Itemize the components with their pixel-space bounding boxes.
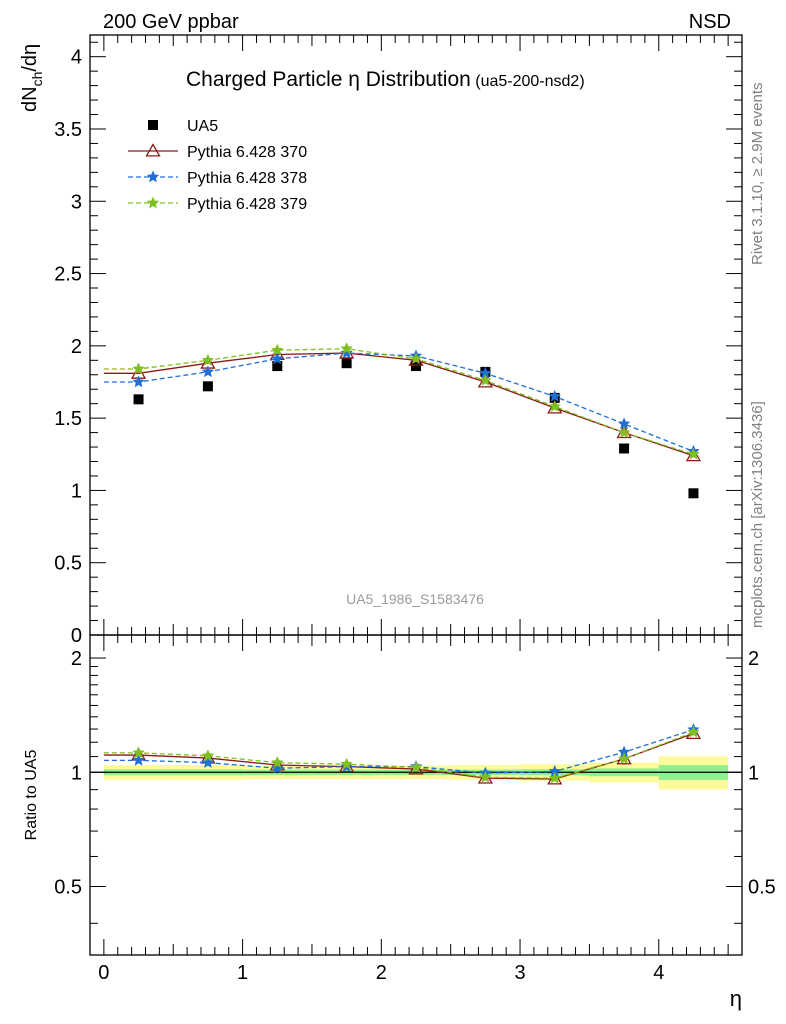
y-tick-label: 3.5 xyxy=(54,119,82,141)
y-axis-label: dNch/dη xyxy=(19,44,45,112)
legend-label: UA5 xyxy=(187,118,218,135)
data-point-pythia-6-428-379 xyxy=(687,447,700,460)
data-point-pythia-6-428-379 xyxy=(409,352,423,365)
data-point-pythia-6-428-379 xyxy=(617,425,631,438)
data-point-ua5 xyxy=(619,443,630,454)
x-tick-label: 0 xyxy=(98,962,109,984)
data-point-pythia-6-428-379 xyxy=(687,725,700,738)
data-point-ua5 xyxy=(341,358,352,369)
data-point-pythia-6-428-378 xyxy=(270,761,284,774)
y-tick-label: 2 xyxy=(71,336,82,358)
data-point-pythia-6-428-379 xyxy=(409,760,423,773)
ratio-y-tick-label: 0.5 xyxy=(54,877,82,899)
series-line-pythia-6-428-370 xyxy=(103,732,694,780)
x-tick-label: 4 xyxy=(653,962,664,984)
series-line-pythia-6-428-379 xyxy=(103,731,694,779)
series-line-pythia-6-428-370 xyxy=(103,352,694,457)
x-tick-label: 1 xyxy=(237,962,248,984)
data-point-pythia-6-428-370 xyxy=(477,374,493,388)
legend-label: Pythia 6.428 370 xyxy=(187,144,307,161)
main-plot-panel: 0 0.5 1 1.5 2 2.5 3 3.5 4 dNch/dη Charged Particle… xyxy=(19,34,743,647)
data-point-pythia-6-428-379 xyxy=(132,746,145,759)
data-point-pythia-6-428-378 xyxy=(548,389,562,402)
ratio-y-tick-label-right: 0.5 xyxy=(748,877,776,899)
y-tick-label: 2.5 xyxy=(54,264,82,286)
header-energy-label: 200 GeV ppbar xyxy=(103,11,239,33)
y-tick-label: 3 xyxy=(71,191,82,213)
data-point-pythia-6-428-379 xyxy=(201,353,215,366)
data-point-pythia-6-428-379 xyxy=(617,752,631,765)
legend: UA5 Pythia 6.428 370 Pythia 6.428 378 Pythi… xyxy=(128,118,307,213)
y-tick-label: 0.5 xyxy=(54,553,82,575)
data-point-pythia-6-428-378 xyxy=(132,753,145,766)
y-tick-label: 1.5 xyxy=(54,408,82,430)
x-axis-label: η xyxy=(730,986,742,1011)
rivet-version-label: Rivet 3.1.10, ≥ 2.9M events xyxy=(749,83,766,266)
header-process-label: NSD xyxy=(689,11,731,33)
data-point-ua5 xyxy=(688,488,699,499)
data-point-pythia-6-428-379 xyxy=(548,771,562,784)
legend-marker-ua5 xyxy=(148,120,158,130)
series-line-pythia-6-428-378 xyxy=(103,352,694,452)
data-point-pythia-6-428-379 xyxy=(270,756,284,769)
ratio-y-axis-label: Ratio to UA5 xyxy=(23,750,40,841)
data-point-pythia-6-428-378 xyxy=(270,352,284,365)
data-point-ua5 xyxy=(202,381,213,392)
data-point-pythia-6-428-379 xyxy=(479,373,492,386)
data-point-pythia-6-428-379 xyxy=(340,757,353,770)
x-tick-label: 2 xyxy=(376,962,387,984)
data-point-pythia-6-428-379 xyxy=(270,343,284,356)
y-tick-label: 4 xyxy=(71,47,82,69)
data-point-pythia-6-428-379 xyxy=(132,362,145,375)
ratio-y-tick-label-right: 2 xyxy=(748,648,759,670)
data-point-pythia-6-428-378 xyxy=(340,346,353,359)
data-point-pythia-6-428-378 xyxy=(201,756,215,769)
data-point-pythia-6-428-378 xyxy=(132,375,145,388)
chart-title: Charged Particle η Distribution (ua5-200… xyxy=(186,68,585,91)
y-tick-label: 0 xyxy=(71,625,82,647)
x-tick-label: 3 xyxy=(514,962,525,984)
watermark-label: UA5_1986_S1583476 xyxy=(346,591,484,607)
legend-marker-pythia-6-428-378 xyxy=(146,170,160,183)
legend-marker-pythia-6-428-379 xyxy=(146,196,160,209)
legend-label: Pythia 6.428 379 xyxy=(187,196,307,213)
ratio-y-tick-label-right: 1 xyxy=(748,762,759,784)
data-point-ua5 xyxy=(411,361,421,372)
data-point-ua5 xyxy=(133,394,144,405)
data-point-ua5 xyxy=(272,361,283,372)
series-line-pythia-6-428-379 xyxy=(103,348,694,455)
data-point-pythia-6-428-378 xyxy=(201,365,215,378)
data-point-pythia-6-428-379 xyxy=(548,399,562,412)
legend-marker-pythia-6-428-370 xyxy=(145,143,161,157)
ratio-y-tick-label: 2 xyxy=(71,648,82,670)
ratio-plot-panel: 0 1 2 3 4 0.5 0.5 1 1 2 2 Ratio to UA5 η xyxy=(23,634,776,1011)
data-point-pythia-6-428-379 xyxy=(340,342,353,355)
data-point-pythia-6-428-379 xyxy=(479,770,492,783)
data-point-pythia-6-428-379 xyxy=(201,749,215,762)
mcplots-label: mcplots.cern.ch [arXiv:1306.3436] xyxy=(749,401,766,628)
ratio-plot-frame xyxy=(89,634,743,956)
ratio-y-tick-label: 1 xyxy=(71,762,82,784)
legend-label: Pythia 6.428 378 xyxy=(187,170,307,187)
y-tick-label: 1 xyxy=(71,480,82,502)
